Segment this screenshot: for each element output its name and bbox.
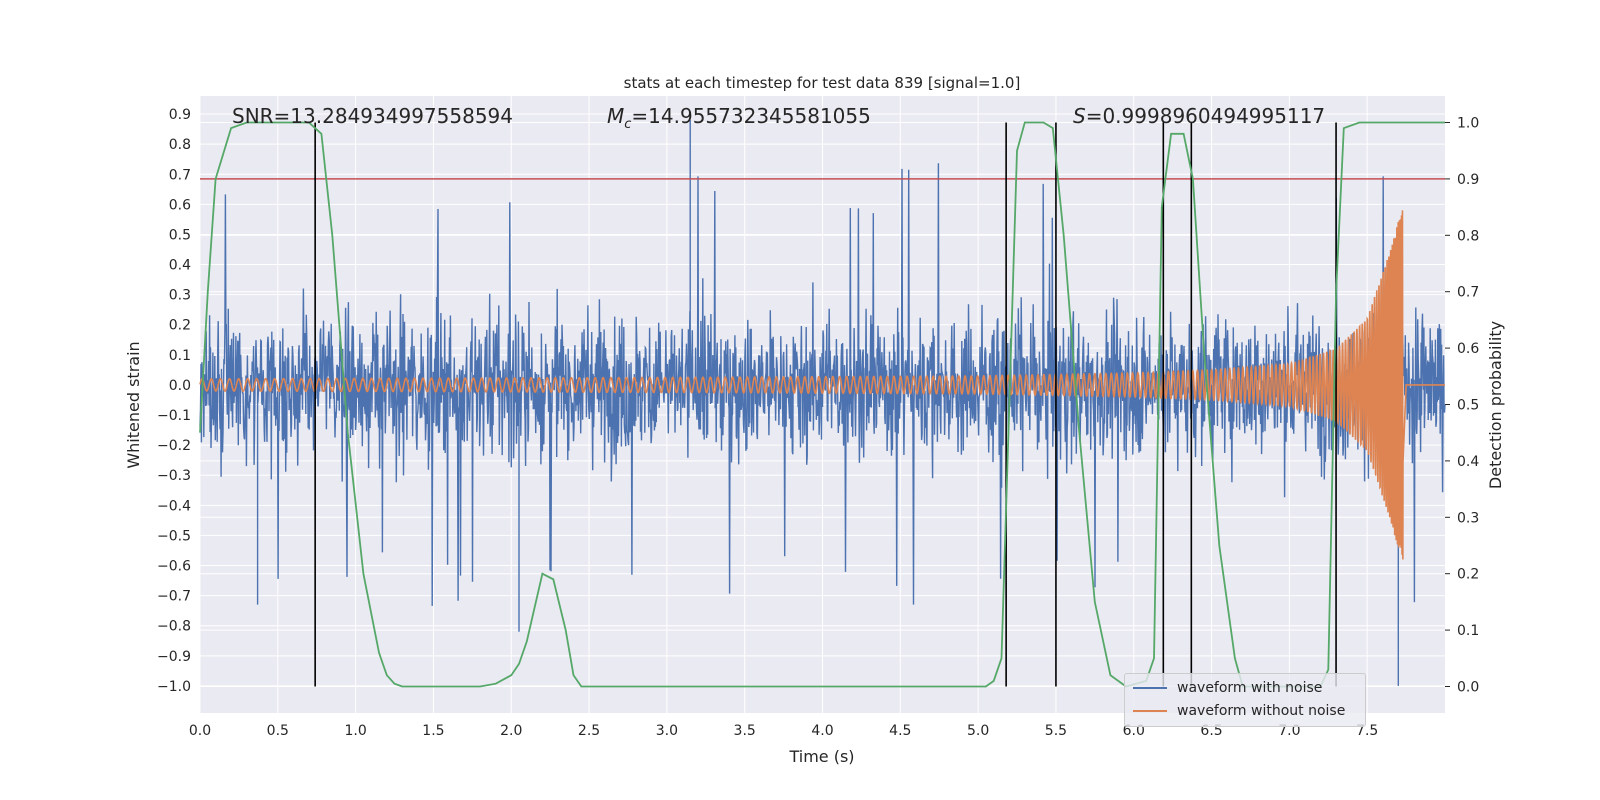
x-tick-label: 3.5 xyxy=(734,723,756,739)
y-tick-label: −0.6 xyxy=(157,559,191,575)
y-tick-label: 0.2 xyxy=(169,318,191,334)
s-value: =0.9998960494995117 xyxy=(1086,104,1325,128)
y-tick-label: −0.5 xyxy=(157,528,191,544)
x-tick-label: 0.5 xyxy=(267,723,289,739)
y-tick-label: 0.0 xyxy=(169,378,191,394)
y-tick-label: 0.5 xyxy=(169,227,191,243)
x-tick-label: 2.0 xyxy=(500,723,522,739)
y-tick-label: −0.4 xyxy=(157,498,191,514)
y2-tick-label: 1.0 xyxy=(1457,116,1479,132)
y2-tick-label: 0.7 xyxy=(1457,285,1479,301)
y2-tick-label: 0.4 xyxy=(1457,454,1479,470)
snr-annotation: SNR=13.284934997558594 xyxy=(232,104,513,128)
x-tick-labels: 0.0 0.5 1.0 1.5 2.0 2.5 3.0 3.5 4.0 4.5 5.0 5.5 6.0 6… xyxy=(189,723,1378,739)
y2-tick-label: 0.3 xyxy=(1457,510,1479,526)
x-tick-label: 2.5 xyxy=(578,723,600,739)
x-tick-label: 6.5 xyxy=(1200,723,1222,739)
y2-tick-label: 0.5 xyxy=(1457,398,1479,414)
y2-tick-label: 0.6 xyxy=(1457,341,1479,357)
legend-item-noise: waveform with noise xyxy=(1133,678,1322,698)
x-tick-label: 7.0 xyxy=(1278,723,1300,739)
x-tick-label: 0.0 xyxy=(189,723,211,739)
x-tick-label: 7.5 xyxy=(1356,723,1378,739)
chirp-mass-annotation: Mc=14.955732345581055 xyxy=(607,104,871,132)
y-tick-label: −1.0 xyxy=(157,679,191,695)
y2-tick-label: 0.0 xyxy=(1457,679,1479,695)
detection-markers xyxy=(314,122,1337,687)
legend-label-noise: waveform with noise xyxy=(1177,680,1323,696)
x-axis-label: Time (s) xyxy=(788,747,854,766)
legend-swatch-clean xyxy=(1133,710,1167,712)
chirp-mass-subscript: c xyxy=(624,117,631,132)
legend-label-clean: waveform without noise xyxy=(1177,703,1346,719)
y2-tick-label: 0.1 xyxy=(1457,623,1479,639)
y-tick-label: 0.1 xyxy=(169,348,191,364)
clean-line xyxy=(199,210,1445,560)
y2-tick-labels: 0.0 0.1 0.2 0.3 0.4 0.5 0.6 0.7 0.8 0.9 1.0 xyxy=(1445,116,1479,695)
y-tick-label: 0.9 xyxy=(169,107,191,123)
y-tick-label: −0.3 xyxy=(157,468,191,484)
y-tick-label: 0.3 xyxy=(169,288,191,304)
y-tick-label: 0.4 xyxy=(169,258,191,274)
y2-tick-label: 0.8 xyxy=(1457,228,1479,244)
y-tick-label: −0.2 xyxy=(157,438,191,454)
x-tick-label: 1.0 xyxy=(344,723,366,739)
chirp-mass-value: =14.955732345581055 xyxy=(631,104,870,128)
chart-title: stats at each timestep for test data 839… xyxy=(624,74,1021,92)
x-tick-label: 1.5 xyxy=(422,723,444,739)
y-axis-label: Whitened strain xyxy=(124,341,143,468)
legend-swatch-noise xyxy=(1133,687,1167,689)
series-detection-probability xyxy=(199,121,1445,688)
x-tick-label: 5.0 xyxy=(967,723,989,739)
y-tick-label: 0.8 xyxy=(169,137,191,153)
x-tick-label: 5.5 xyxy=(1045,723,1067,739)
series-waveform-without-noise xyxy=(199,210,1445,560)
y2-tick-label: 0.9 xyxy=(1457,172,1479,188)
y2-tick-label: 0.2 xyxy=(1457,567,1479,583)
s-annotation: S=0.9998960494995117 xyxy=(1073,104,1325,128)
x-tick-label: 4.5 xyxy=(889,723,911,739)
probability-line xyxy=(199,121,1445,688)
y-tick-labels: 0.9 0.8 0.7 0.6 0.5 0.4 0.3 0.2 0.1 0.0 −0.1 −0.2 −0… xyxy=(157,107,191,695)
y2-axis-label: Detection probability xyxy=(1486,321,1505,489)
x-tick-label: 4.0 xyxy=(811,723,833,739)
legend-item-clean: waveform without noise xyxy=(1133,701,1345,721)
y-tick-label: −0.9 xyxy=(157,649,191,665)
y-tick-label: 0.7 xyxy=(169,167,191,183)
y-tick-label: −0.1 xyxy=(157,408,191,424)
y-tick-label: 0.6 xyxy=(169,197,191,213)
legend: waveform with noise waveform without noi… xyxy=(1124,673,1366,727)
x-tick-label: 3.0 xyxy=(656,723,678,739)
s-symbol: S xyxy=(1073,104,1086,128)
y-tick-label: −0.8 xyxy=(157,619,191,635)
chirp-mass-symbol: M xyxy=(607,104,624,128)
x-tick-label: 6.0 xyxy=(1123,723,1145,739)
y-tick-label: −0.7 xyxy=(157,589,191,605)
